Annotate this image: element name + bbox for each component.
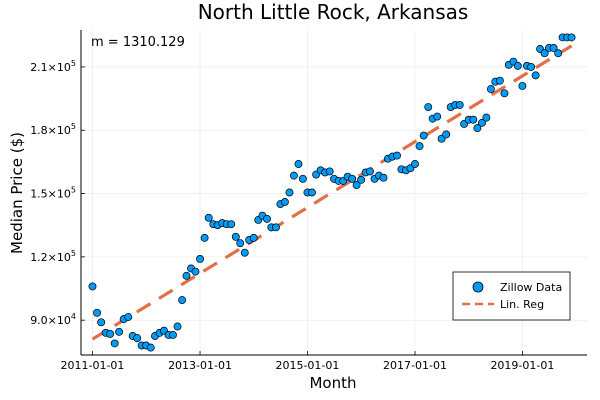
legend-scatter-marker xyxy=(472,281,484,293)
data-point xyxy=(554,49,563,58)
data-point xyxy=(285,188,294,197)
data-point xyxy=(513,61,522,70)
data-point xyxy=(263,214,271,223)
data-point xyxy=(133,334,142,343)
regression-line-group xyxy=(91,44,573,341)
data-point xyxy=(231,232,240,241)
legend-scatter-label: Zillow Data xyxy=(500,281,562,294)
x-tick-label: 2015-01-01 xyxy=(275,359,339,372)
tick-labels: 2011-01-01 2013-01-01 2015-01-01 2017-01-01… xyxy=(30,59,554,372)
legend-box xyxy=(452,271,571,321)
data-point xyxy=(298,174,307,183)
x-tick-label: 2017-01-01 xyxy=(383,359,447,372)
data-point xyxy=(433,112,442,121)
y-tick-label: 1.2×105 xyxy=(30,249,76,264)
data-point xyxy=(473,124,482,133)
data-point xyxy=(236,239,245,248)
data-point xyxy=(182,271,191,280)
data-point xyxy=(97,318,106,327)
data-point xyxy=(478,118,486,127)
data-point xyxy=(196,255,204,263)
y-tick-label: 2.1×105 xyxy=(30,59,76,74)
data-point xyxy=(272,223,280,232)
data-point xyxy=(366,167,374,176)
data-point xyxy=(419,131,428,140)
data-point xyxy=(540,49,549,58)
data-point xyxy=(169,331,177,339)
x-axis-label: Month xyxy=(309,374,356,392)
axes xyxy=(80,30,587,356)
data-point xyxy=(289,171,298,180)
data-point xyxy=(455,100,464,109)
data-point xyxy=(249,233,258,242)
data-point xyxy=(348,174,357,183)
y-tick-label: 1.8×105 xyxy=(30,122,76,137)
data-point xyxy=(486,85,495,94)
chart-title: North Little Rock, Arkansas xyxy=(198,0,469,24)
data-point xyxy=(146,343,155,352)
data-point xyxy=(178,296,187,305)
data-point xyxy=(527,62,536,71)
legend: Zillow Data Lin. Reg xyxy=(452,271,571,321)
data-point xyxy=(352,181,361,190)
data-point xyxy=(308,188,316,197)
data-point xyxy=(567,33,576,42)
legend-line-label: Lin. Reg xyxy=(500,298,544,311)
scatter-points xyxy=(88,33,576,352)
data-point xyxy=(411,160,419,168)
data-point xyxy=(294,160,303,168)
data-point xyxy=(482,113,491,122)
data-point xyxy=(415,142,424,151)
data-point xyxy=(173,322,182,331)
data-point xyxy=(88,282,97,291)
data-point xyxy=(531,71,540,80)
data-point xyxy=(442,130,451,139)
data-point xyxy=(495,76,504,85)
data-point xyxy=(549,43,558,52)
data-point xyxy=(280,198,289,206)
data-point xyxy=(110,339,119,348)
y-tick-label: 1.5×105 xyxy=(30,186,76,201)
data-point xyxy=(424,103,433,111)
y-tick-label: 9.0×104 xyxy=(30,312,76,327)
x-tick-label: 2019-01-01 xyxy=(490,359,554,372)
slope-annotation: m = 1310.129 xyxy=(91,35,185,50)
data-point xyxy=(115,327,124,336)
data-point xyxy=(379,173,388,182)
data-point xyxy=(124,313,133,321)
x-tick-label: 2013-01-01 xyxy=(168,359,232,372)
data-point xyxy=(106,329,115,338)
data-point xyxy=(227,220,236,229)
data-point xyxy=(93,308,101,317)
data-point xyxy=(204,213,213,222)
data-point xyxy=(357,175,366,184)
data-point xyxy=(518,81,527,90)
data-point xyxy=(200,233,209,242)
data-point xyxy=(500,89,509,98)
regression-line xyxy=(91,44,573,341)
data-point xyxy=(325,167,334,176)
data-point xyxy=(469,115,478,124)
y-axis-label: Median Price ($) xyxy=(8,132,26,254)
data-point xyxy=(191,267,200,276)
data-point xyxy=(240,248,249,257)
x-tick-label: 2011-01-01 xyxy=(61,359,125,372)
data-point xyxy=(393,151,401,160)
